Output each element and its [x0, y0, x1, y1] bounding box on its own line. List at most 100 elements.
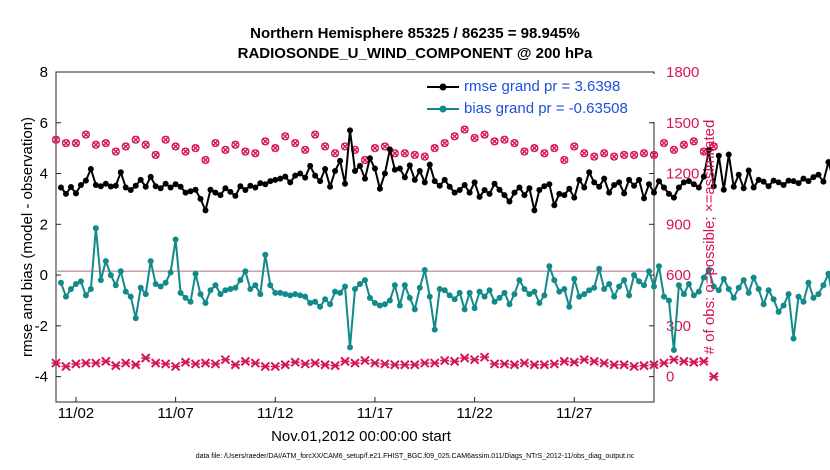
possible-marker	[400, 149, 409, 158]
rmse-point	[102, 180, 109, 187]
bias-point	[267, 282, 274, 289]
series-possible	[51, 125, 718, 165]
possible-marker	[600, 149, 609, 158]
rmse-point	[132, 182, 139, 189]
rmse-point	[551, 202, 558, 209]
rmse-point	[730, 183, 737, 190]
rmse-point	[376, 185, 383, 192]
rmse-point	[586, 169, 593, 176]
possible-marker	[450, 132, 459, 141]
rmse-point	[581, 184, 588, 191]
possible-marker-x	[112, 148, 120, 156]
bias-point	[107, 272, 114, 279]
right-tick-label: 1500	[666, 115, 699, 132]
rmse-point	[760, 178, 767, 185]
rmse-point	[556, 190, 563, 197]
rmse-point	[591, 179, 598, 186]
rmse-point	[177, 183, 184, 190]
possible-marker-x	[281, 132, 289, 140]
possible-marker-x	[660, 139, 668, 147]
bias-point	[481, 293, 488, 300]
x-tick-label: 11/27	[556, 405, 592, 422]
rmse-point	[606, 189, 613, 196]
possible-marker-x	[102, 139, 110, 147]
possible-marker	[251, 149, 260, 158]
bias-point	[282, 291, 289, 298]
bias-point	[820, 282, 827, 289]
possible-marker-x	[211, 139, 219, 147]
possible-marker	[171, 142, 180, 151]
rmse-point	[795, 180, 802, 187]
possible-marker-x	[421, 153, 429, 161]
bias-point	[785, 291, 792, 298]
bias-point	[416, 284, 423, 291]
possible-marker-x	[331, 149, 339, 157]
rmse-point	[72, 190, 79, 197]
possible-marker-x	[241, 148, 249, 156]
legend-label-rmse: rmse grand pr = 3.6398	[464, 78, 621, 95]
rmse-point	[626, 176, 633, 183]
right-tick-label: 600	[666, 267, 691, 284]
bias-point	[222, 287, 229, 294]
possible-marker	[510, 138, 519, 148]
bias-point	[670, 346, 677, 353]
rmse-point	[815, 171, 822, 178]
rmse-point	[710, 183, 717, 190]
bias-point	[137, 284, 144, 291]
bias-point	[257, 291, 264, 298]
possible-marker	[241, 147, 250, 156]
bias-point	[501, 289, 508, 296]
left-tick-label: 8	[40, 64, 48, 81]
possible-marker-x	[570, 142, 578, 150]
bias-point	[611, 293, 618, 300]
bias-point	[192, 270, 199, 277]
rmse-point	[342, 180, 349, 187]
bias-point	[391, 282, 398, 289]
possible-marker-x	[560, 156, 568, 164]
possible-marker-x	[680, 141, 688, 149]
bias-point	[790, 335, 797, 342]
possible-marker-x	[510, 139, 518, 147]
rmse-point	[561, 192, 568, 199]
bias-point	[277, 289, 284, 296]
rmse-point	[67, 183, 74, 190]
bias-point	[451, 296, 458, 303]
bias-point	[486, 287, 493, 294]
bias-point	[606, 280, 613, 287]
possible-marker	[380, 142, 390, 151]
possible-marker	[181, 147, 190, 156]
bias-point	[247, 286, 254, 293]
right-tick-label: 900	[666, 216, 691, 233]
possible-marker-x	[82, 131, 90, 139]
x-axis-ticks: 11/02 11/07 11/12 11/17 11/22 11/27	[58, 397, 592, 422]
bias-line	[60, 228, 830, 351]
bias-point	[117, 268, 124, 275]
rmse-point	[735, 171, 742, 178]
possible-marker-x	[640, 149, 648, 157]
possible-marker-x	[481, 131, 489, 139]
rmse-point	[566, 185, 573, 192]
possible-marker-x	[530, 144, 538, 152]
bias-point	[147, 258, 154, 265]
rmse-point	[287, 179, 294, 186]
possible-marker	[430, 144, 439, 153]
bias-point	[446, 292, 453, 299]
rmse-point	[611, 181, 618, 188]
bias-point	[342, 283, 349, 290]
rmse-point	[197, 195, 204, 202]
rmse-point	[426, 161, 433, 168]
possible-marker-x	[401, 149, 409, 157]
rmse-point	[232, 192, 239, 199]
possible-marker-x	[461, 126, 469, 134]
rmse-point	[302, 174, 309, 181]
possible-marker-x	[491, 137, 499, 145]
bias-point	[262, 251, 269, 258]
possible-marker	[709, 142, 718, 151]
rmse-point	[386, 146, 393, 153]
rmse-point	[541, 183, 548, 190]
rmse-point	[451, 189, 458, 196]
rmse-point	[391, 166, 398, 173]
rmse-point	[227, 188, 234, 195]
rmse-point	[327, 183, 334, 190]
bias-point	[621, 277, 628, 284]
